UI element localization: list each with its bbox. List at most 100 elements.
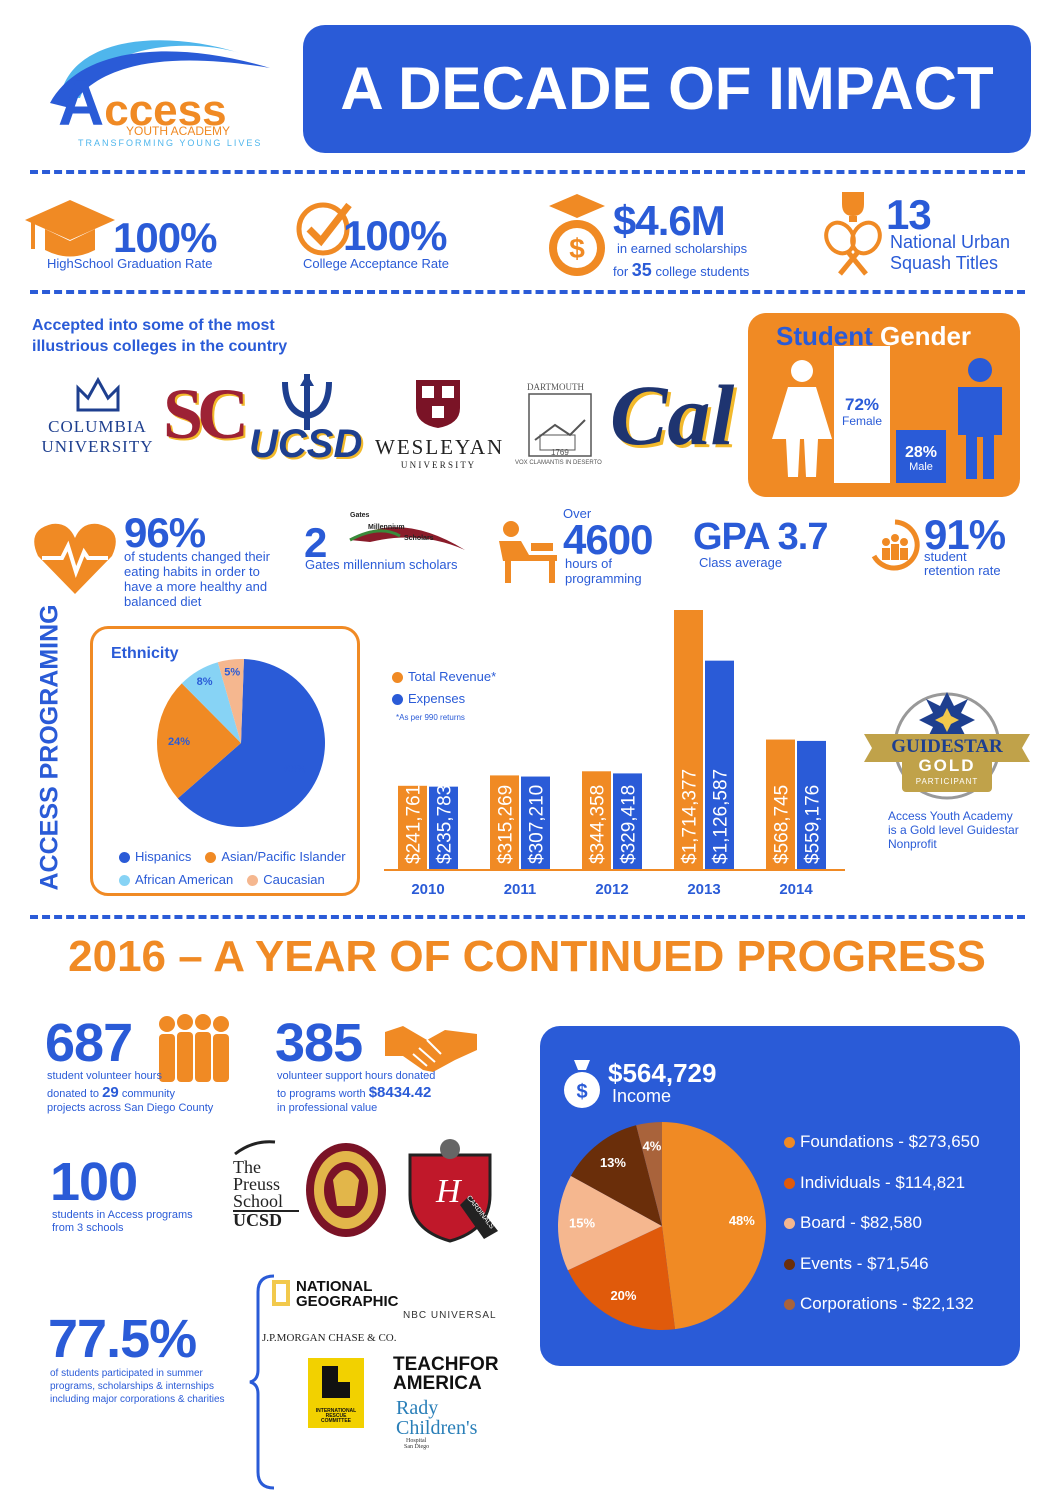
guidestar-caption-2: is a Gold level Guidestar xyxy=(888,822,1019,837)
bar-2010-0 xyxy=(398,785,427,870)
stat-scholarships: $ $4.6M in earned scholarships for 35 co… xyxy=(545,192,795,284)
legend-item-african-american: African American xyxy=(119,872,233,887)
legend-item-individuals: Individuals - $114,821 xyxy=(784,1163,980,1204)
guidestar-icon xyxy=(864,692,1030,800)
female-pct: 72% xyxy=(844,395,880,414)
pie-label-1: 24% xyxy=(168,736,190,748)
bar-2012-1 xyxy=(613,773,642,870)
cardinals-monogram: H xyxy=(436,1173,461,1210)
guidestar-name: GUIDESTAR xyxy=(891,736,1003,757)
colleges-heading-1: Accepted into some of the most xyxy=(32,317,275,334)
legend-label-individuals: Individuals - $114,821 xyxy=(800,1172,966,1192)
pie-label-3: 13% xyxy=(600,1155,626,1170)
volunteer-hours-value: 687 xyxy=(45,1013,133,1073)
group-people-icon xyxy=(159,1014,229,1082)
volunteer-hours-l1: student volunteer hours xyxy=(47,1070,162,1082)
income-total: $564,729 xyxy=(608,1058,717,1088)
female-icon xyxy=(772,360,832,477)
cardinals-shield-icon xyxy=(408,1139,498,1243)
ucsd-logo: UCSD xyxy=(245,372,370,467)
guidestar-caption: Access Youth Academy is a Gold level Gui… xyxy=(888,809,1019,851)
income-panel: $ $564,729 Income 48% 20% 15% 13% 4% Foundat… xyxy=(540,1026,1020,1366)
rady-2: Children's xyxy=(396,1417,478,1439)
spartan-crest-icon xyxy=(306,1143,386,1237)
stat-summer-programs: 77.5% of students participated in summer… xyxy=(48,1312,268,1412)
preuss-1: The xyxy=(233,1157,261,1178)
support-hours-l2: to programs worth $8434.42 xyxy=(277,1084,431,1101)
stat-squash-titles: 13 National Urban Squash Titles xyxy=(820,190,1040,282)
guidestar-badge: GUIDESTAR GOLD PARTICIPANT xyxy=(862,686,1032,801)
dartmouth-seal: DARTMOUTH VOX CLAMANTIS IN DESERTO 1769 xyxy=(515,380,605,475)
pie-label-0: 63% xyxy=(284,764,306,776)
crown-icon xyxy=(76,376,119,412)
irc-icon xyxy=(322,1366,350,1398)
title-banner: A DECADE OF IMPACT xyxy=(303,25,1031,153)
bar-label-2012-0: $344,358 xyxy=(588,785,609,864)
tfa-2: AMERICA xyxy=(393,1373,482,1394)
summer-programs-l2: programs, scholarships & internships xyxy=(50,1381,214,1392)
bar-2014-0 xyxy=(766,739,795,870)
natgeo-frame-icon xyxy=(272,1280,290,1306)
handshake-icon xyxy=(385,1026,477,1072)
pie-label-2: 8% xyxy=(197,676,213,688)
legend-label-foundations: Foundations - $273,650 xyxy=(800,1132,980,1151)
gates-logo-2: Millennium xyxy=(368,524,405,531)
natgeo-1: NATIONAL xyxy=(296,1278,373,1295)
rady-1: Rady xyxy=(396,1397,439,1419)
side-label: ACCESS PROGRAMING xyxy=(35,604,64,891)
x-tick-2014: 2014 xyxy=(779,881,813,898)
ethnicity-legend: Hispanics Asian/Pacific Islander African … xyxy=(119,845,346,891)
students-l2: from 3 schools xyxy=(52,1222,124,1234)
legend-label-events: Events - $71,546 xyxy=(800,1253,929,1273)
cal-logo: Cal xyxy=(610,367,735,463)
pie-slice-3 xyxy=(570,1125,662,1226)
logo-swoosh xyxy=(50,40,270,108)
gates-logo-3: Scholars xyxy=(404,535,434,542)
bar-label-2010-0: $241,761 xyxy=(404,785,425,864)
bar-2011-1 xyxy=(521,776,550,870)
income-legend: Foundations - $273,650 Individuals - $11… xyxy=(784,1122,980,1325)
curly-brace xyxy=(249,1274,275,1490)
income-pie-chart: 48% 20% 15% 13% 4% xyxy=(558,1122,767,1330)
divider xyxy=(30,290,1025,294)
programming-hours-label1: hours of xyxy=(565,556,612,571)
guidestar-caption-3: Nonprofit xyxy=(888,836,937,851)
scholarships-label2-post: college students xyxy=(655,264,750,279)
colleges-heading: Accepted into some of the most illustrio… xyxy=(32,316,287,358)
stat-graduation: 100% HighSchool Graduation Rate xyxy=(25,195,285,275)
scholarships-value: $4.6M xyxy=(613,197,726,244)
retention-label2: retention rate xyxy=(924,563,1001,578)
retention-people-icon xyxy=(871,519,920,571)
ethnicity-panel: Ethnicity 63% 24% 8% 5% Hispanics Asian/Paci… xyxy=(90,626,360,896)
pie-label-4: 4% xyxy=(643,1139,662,1154)
pie-label-3: 5% xyxy=(224,667,240,679)
gender-title-2: Gender xyxy=(880,321,972,351)
wesleyan-logo: WESLEYAN U N I V E R S I T Y xyxy=(375,378,502,470)
logo-line1: YOUTH ACADEMY xyxy=(126,124,231,138)
support-hours-l1: volunteer support hours donated xyxy=(277,1070,436,1082)
dartmouth-name: DARTMOUTH xyxy=(527,382,584,392)
pie-slice-1 xyxy=(567,1226,676,1330)
stat-students: 100 students in Access programs from 3 s… xyxy=(50,1155,230,1235)
dartmouth-year: 1769 xyxy=(551,448,569,457)
legend-label-revenue: Total Revenue* xyxy=(408,669,497,684)
bar-2014-1 xyxy=(797,740,826,870)
bar-2011-0 xyxy=(490,775,519,870)
page-title: A DECADE OF IMPACT xyxy=(340,55,994,122)
male-pct: 28% xyxy=(904,444,938,461)
gpa-label: Class average xyxy=(699,555,783,570)
male-bar xyxy=(896,430,946,483)
ethnicity-pie-chart: 63% 24% 8% 5% xyxy=(157,659,326,827)
bar-label-2013-0: $1,714,377 xyxy=(680,769,701,864)
programming-hours-pre: Over xyxy=(563,506,592,521)
logo-letter-a: A xyxy=(58,67,105,139)
volunteer-hours-l2: donated to 29 community xyxy=(47,1084,175,1101)
checkmark-icon xyxy=(296,202,352,256)
volunteer-hours-l3: projects across San Diego County xyxy=(47,1102,214,1114)
female-label: Female xyxy=(841,414,882,428)
volunteer-projects-count: 29 xyxy=(102,1084,119,1101)
gates-scholars-label: Gates millennium scholars xyxy=(305,557,458,572)
divider xyxy=(30,170,1025,174)
scholarships-label2: for 35 college students xyxy=(613,260,749,281)
gates-scholars-value: 2 xyxy=(304,519,327,566)
